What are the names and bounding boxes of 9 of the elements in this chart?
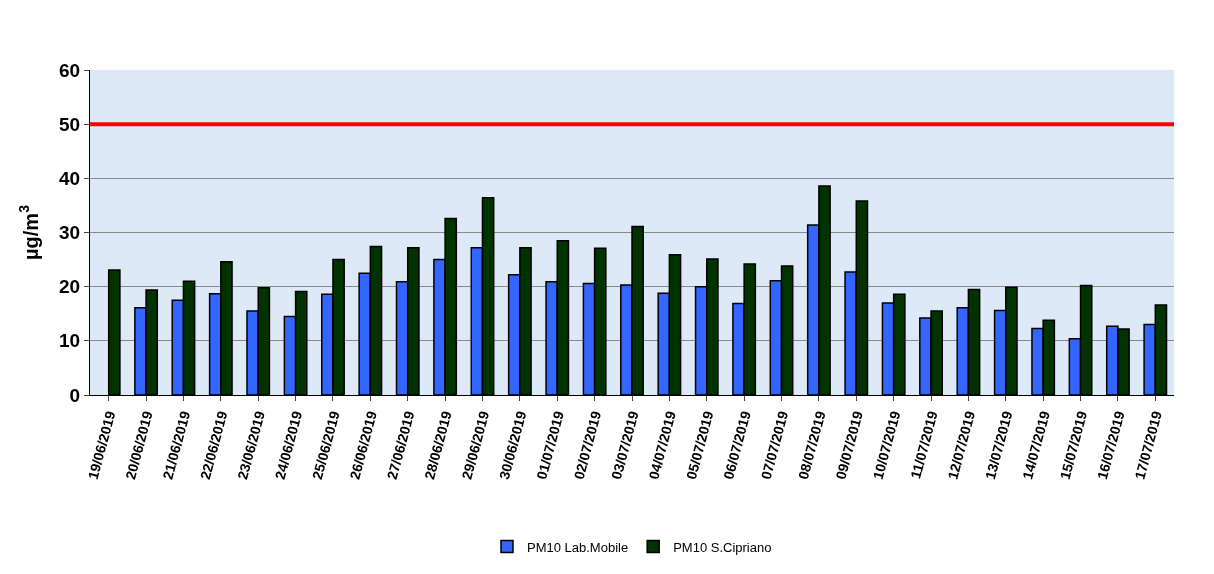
legend-label: PM10 Lab.Mobile — [527, 539, 629, 555]
y-tick-label: 50 — [59, 113, 81, 135]
y-tick-label: 60 — [59, 59, 81, 81]
legend-label: PM10 S.Cipriano — [673, 539, 772, 555]
y-tick-label: 20 — [59, 276, 81, 298]
y-tick-label: 30 — [59, 222, 81, 244]
y-tick-label: 10 — [59, 330, 81, 352]
y-tick-label: 0 — [69, 384, 81, 406]
y-tick-label: 40 — [59, 167, 81, 189]
